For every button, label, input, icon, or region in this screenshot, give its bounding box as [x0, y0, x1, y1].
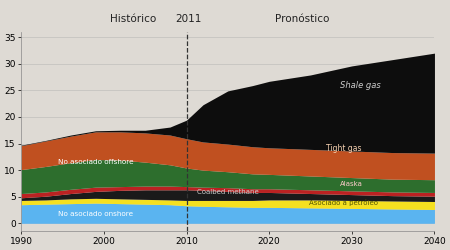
Text: 2011: 2011	[176, 14, 202, 24]
Text: Asociado a petróleo: Asociado a petróleo	[309, 199, 378, 206]
Text: Shale gas: Shale gas	[340, 80, 380, 90]
Text: No asociado onshore: No asociado onshore	[58, 211, 133, 217]
Text: Pronóstico: Pronóstico	[275, 14, 329, 24]
Text: Alaska: Alaska	[340, 181, 363, 187]
Text: Histórico: Histórico	[110, 14, 156, 24]
Text: Tight gas: Tight gas	[326, 144, 361, 153]
Text: No asociado offshore: No asociado offshore	[58, 159, 133, 165]
Text: Coalbed methane: Coalbed methane	[197, 190, 259, 196]
